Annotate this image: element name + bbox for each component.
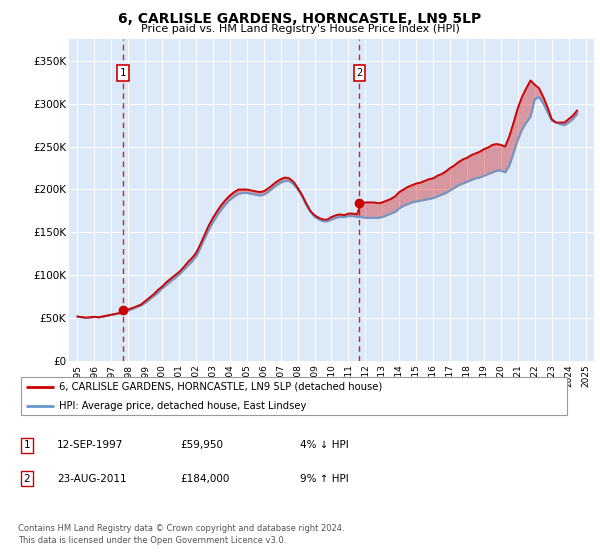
Text: Price paid vs. HM Land Registry's House Price Index (HPI): Price paid vs. HM Land Registry's House … [140, 24, 460, 34]
Text: 23-AUG-2011: 23-AUG-2011 [57, 474, 127, 484]
Text: 6, CARLISLE GARDENS, HORNCASTLE, LN9 5LP: 6, CARLISLE GARDENS, HORNCASTLE, LN9 5LP [118, 12, 482, 26]
Text: HPI: Average price, detached house, East Lindsey: HPI: Average price, detached house, East… [59, 401, 307, 411]
Text: 9% ↑ HPI: 9% ↑ HPI [300, 474, 349, 484]
Text: £184,000: £184,000 [180, 474, 229, 484]
Text: 4% ↓ HPI: 4% ↓ HPI [300, 440, 349, 450]
Text: 1: 1 [23, 440, 31, 450]
Text: 12-SEP-1997: 12-SEP-1997 [57, 440, 124, 450]
Text: 1: 1 [120, 68, 127, 78]
Text: 2: 2 [356, 68, 362, 78]
Text: Contains HM Land Registry data © Crown copyright and database right 2024.: Contains HM Land Registry data © Crown c… [18, 524, 344, 533]
Text: 6, CARLISLE GARDENS, HORNCASTLE, LN9 5LP (detached house): 6, CARLISLE GARDENS, HORNCASTLE, LN9 5LP… [59, 381, 383, 391]
Text: 2: 2 [23, 474, 31, 484]
Text: This data is licensed under the Open Government Licence v3.0.: This data is licensed under the Open Gov… [18, 536, 286, 545]
Text: £59,950: £59,950 [180, 440, 223, 450]
